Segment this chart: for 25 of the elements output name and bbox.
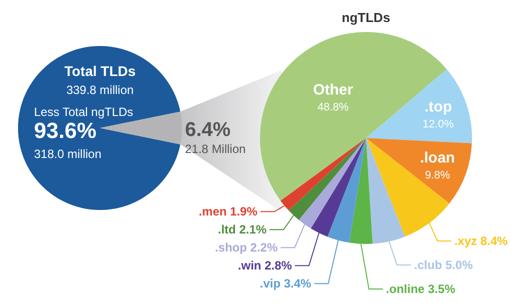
slice-label: .shop 2.2% (214, 240, 278, 255)
slice-label: .win 2.8% (238, 258, 292, 273)
slice-label: .top (424, 98, 452, 116)
data-label: 48.8% (318, 101, 349, 114)
pie-slice (18, 46, 180, 210)
data-label: 93.6% (34, 118, 96, 143)
slice-label: .loan (420, 150, 455, 167)
pie-slice (366, 138, 472, 204)
data-label: 6.4% (185, 119, 231, 141)
chart-title: ngTLDs (342, 10, 390, 25)
slice-label: Other (313, 81, 354, 98)
slice-label: .club 5.0% (414, 258, 474, 272)
slice-label: .ltd 2.1% (218, 222, 267, 237)
data-label: 12.0% (422, 118, 454, 130)
text: 339.8 million (66, 83, 134, 97)
slice-label: Less Total ngTLDs (34, 105, 134, 119)
slice-label: .vip 3.4% (260, 276, 312, 291)
slice-label: .men 1.9% (198, 204, 258, 219)
data-label: 9.8% (424, 170, 450, 182)
text: Total TLDs (64, 63, 136, 79)
slice-label: .online 3.5% (386, 282, 456, 296)
pie-slice (366, 69, 472, 144)
text: 21.8 Million (185, 142, 246, 156)
text: 318.0 million (34, 147, 102, 161)
slice-label: .xyz 8.4% (454, 234, 508, 248)
